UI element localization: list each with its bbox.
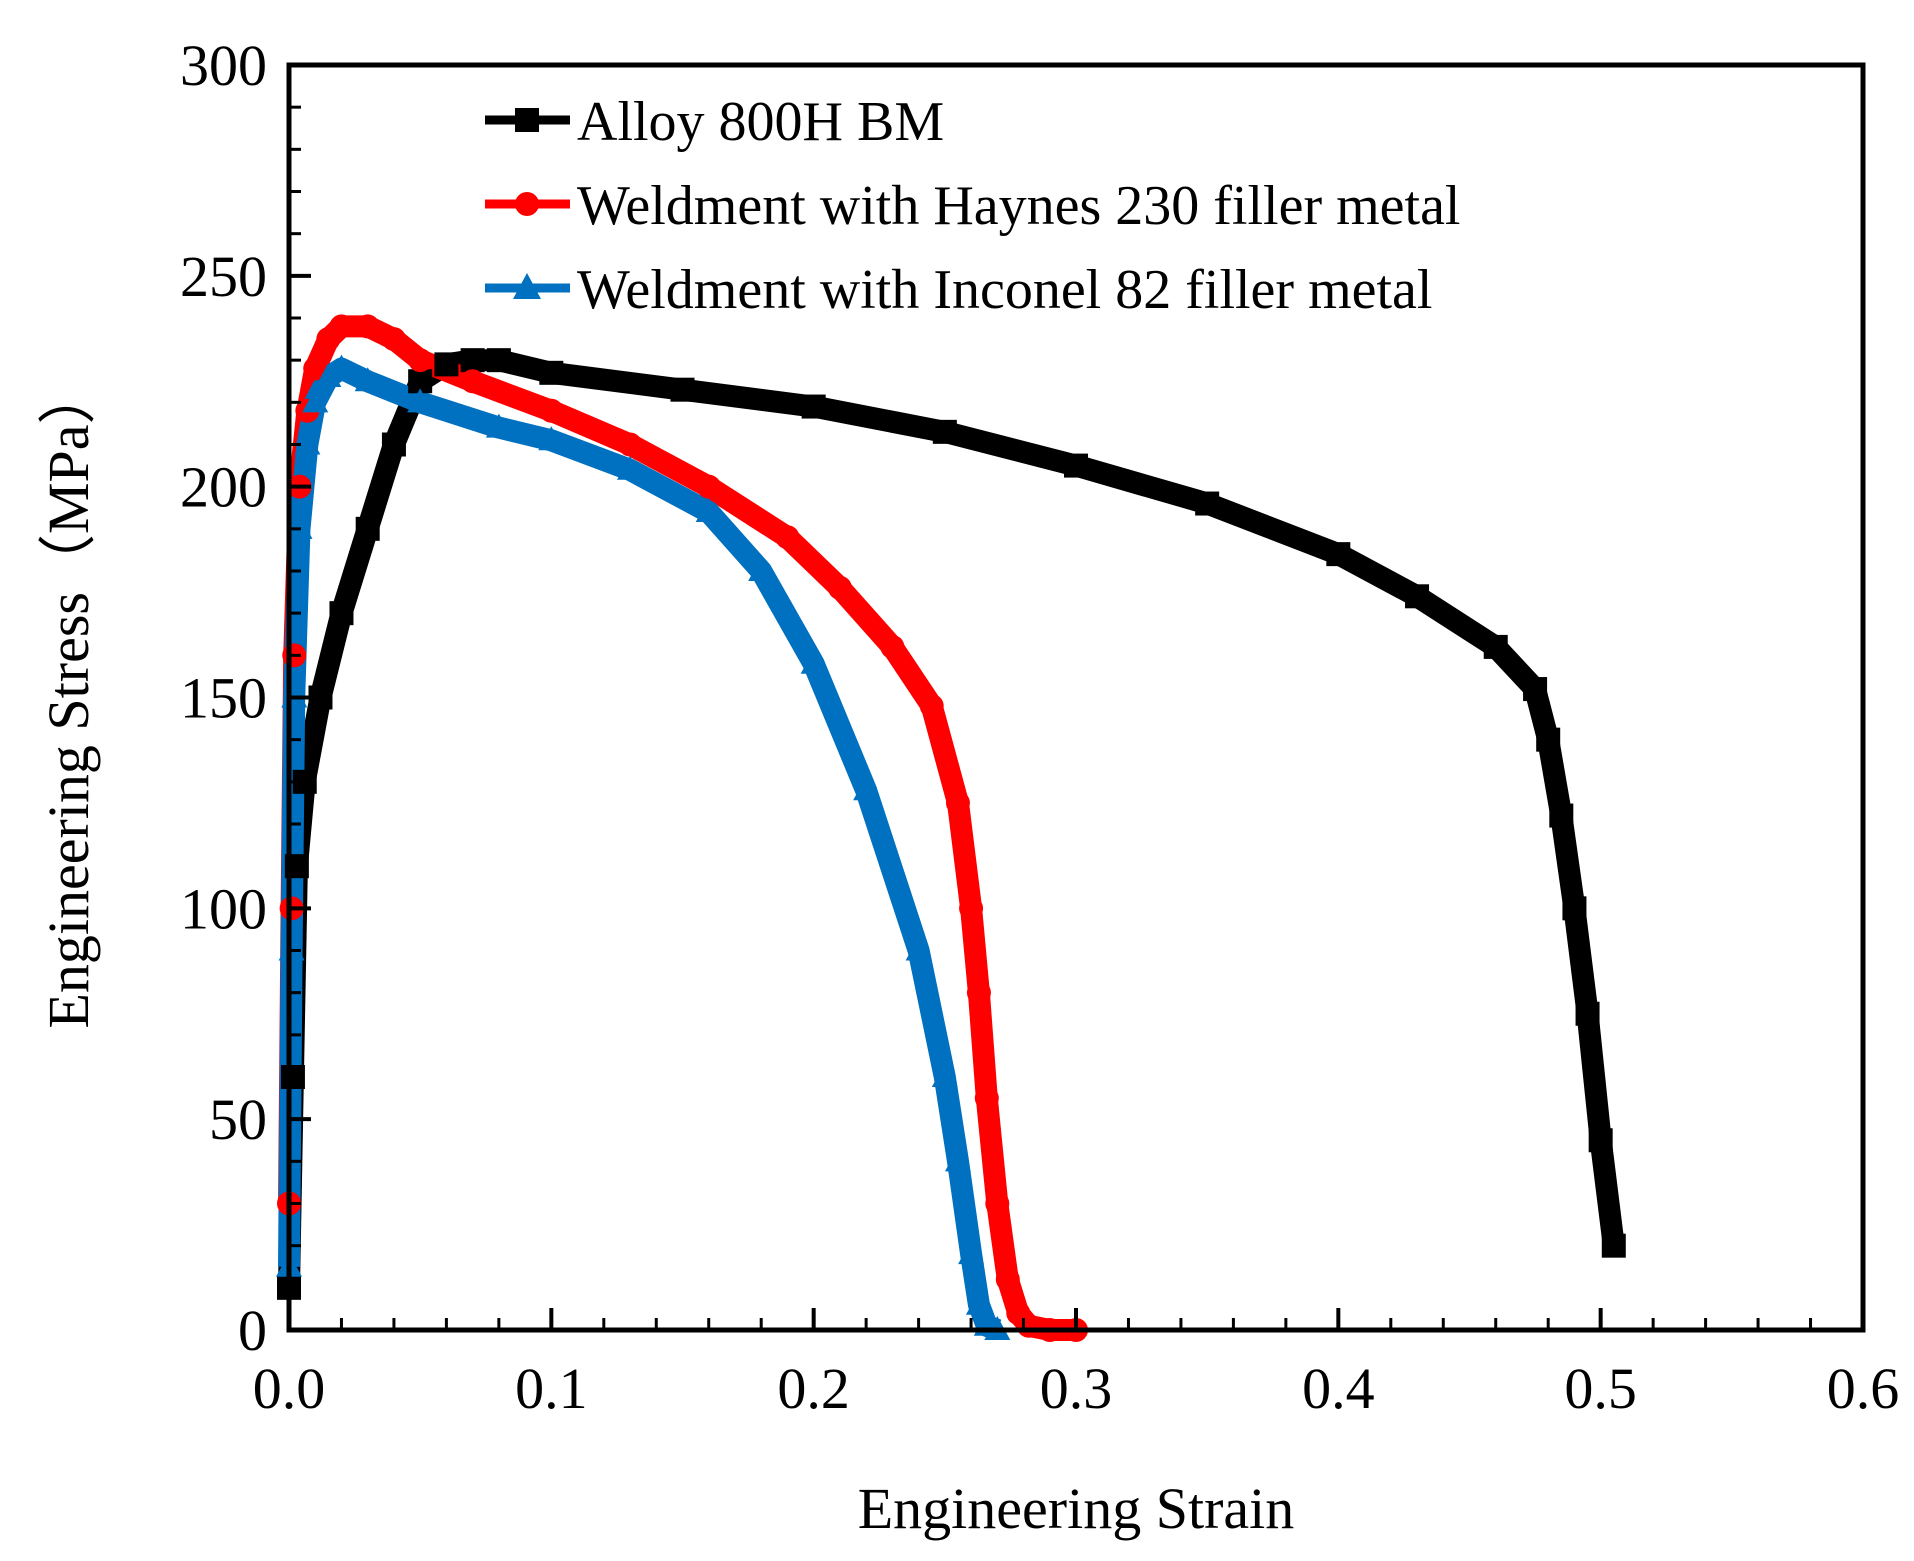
data-point	[932, 419, 957, 444]
data-point	[329, 601, 354, 626]
data-point	[880, 634, 905, 659]
data-point	[1575, 1001, 1600, 1026]
data-point	[303, 356, 328, 381]
data-point	[278, 936, 305, 961]
plot-frame	[286, 62, 1866, 1333]
data-point	[958, 1240, 985, 1265]
y-tick-label: 300	[180, 33, 267, 98]
x-axis-title: Engineering Strain	[858, 1476, 1295, 1541]
axes	[286, 62, 1866, 1333]
data-point	[995, 1267, 1020, 1292]
data-point	[670, 377, 695, 402]
y-axis-title: Engineering Stress（MPa）	[36, 366, 101, 1028]
data-point	[618, 432, 643, 457]
data-point	[329, 314, 354, 339]
y-tick-label: 200	[180, 455, 267, 520]
data-point	[919, 693, 944, 718]
data-point	[1483, 634, 1508, 659]
legend-label: Alloy 800H BM	[577, 91, 944, 153]
data-point	[748, 557, 775, 581]
data-point	[800, 649, 827, 674]
legend-label: Weldment with Haynes 230 filler metal	[577, 175, 1460, 237]
data-point	[407, 388, 434, 413]
data-point	[1601, 1233, 1626, 1258]
data-point	[308, 685, 333, 710]
x-tick-label: 0.1	[515, 1356, 588, 1421]
data-point	[1562, 896, 1587, 921]
data-point	[1588, 1128, 1613, 1153]
data-point	[286, 514, 313, 539]
series-line-3	[278, 357, 1002, 1341]
data-point	[294, 430, 321, 455]
data-point	[1549, 803, 1574, 828]
data-point	[408, 348, 433, 373]
data-point	[354, 367, 381, 392]
data-point	[965, 1290, 992, 1315]
data-point	[945, 790, 970, 815]
data-point	[617, 455, 644, 480]
data-point	[381, 432, 406, 457]
data-point	[827, 575, 852, 600]
data-point	[1536, 727, 1561, 752]
data-point	[944, 1147, 971, 1172]
x-tick-label: 0.5	[1564, 1356, 1637, 1421]
x-tick-label: 0.4	[1302, 1356, 1375, 1421]
x-tick-label: 0.2	[777, 1356, 850, 1421]
data-point	[905, 936, 932, 961]
data-point	[460, 369, 485, 394]
legend-marker-square	[515, 108, 539, 132]
data-point	[966, 980, 991, 1005]
data-point	[302, 388, 329, 413]
data-point	[355, 314, 380, 339]
series-markers	[276, 314, 1626, 1342]
data-point	[1064, 453, 1088, 478]
legend-label: Weldment with Inconel 82 filler metal	[577, 259, 1432, 321]
data-point	[485, 413, 512, 438]
series-line-1	[278, 349, 1625, 1289]
data-point	[539, 398, 564, 423]
data-point	[696, 474, 721, 499]
data-point	[974, 1086, 999, 1111]
data-point	[1326, 542, 1351, 567]
legend-marker-circle	[515, 192, 539, 216]
data-point	[1523, 677, 1548, 702]
legend: Alloy 800H BM Weldment with Haynes 230 fi…	[485, 91, 1460, 321]
data-point	[959, 896, 984, 921]
data-point	[434, 352, 459, 377]
data-point	[1405, 584, 1430, 609]
y-tick-label: 150	[180, 666, 267, 731]
data-point	[775, 525, 800, 550]
y-tick-label: 50	[209, 1087, 267, 1152]
data-point	[853, 776, 880, 801]
data-point	[538, 426, 565, 451]
data-point	[539, 360, 564, 385]
x-tick-label: 0.0	[253, 1356, 326, 1421]
y-tick-label: 0	[238, 1298, 267, 1363]
x-tick-label: 0.3	[1040, 1356, 1113, 1421]
x-tick-label: 0.6	[1827, 1356, 1900, 1421]
data-point	[985, 1191, 1010, 1216]
data-point	[931, 1063, 958, 1087]
data-point	[460, 348, 485, 373]
data-point	[1195, 491, 1220, 516]
data-point	[1016, 1313, 1041, 1338]
data-point	[695, 497, 722, 522]
data-point	[486, 348, 511, 373]
data-point	[801, 394, 826, 419]
y-tick-label: 100	[180, 876, 267, 941]
y-tick-label: 250	[180, 244, 267, 309]
data-point	[355, 516, 380, 541]
data-point	[328, 354, 355, 379]
legend-marker-triangle	[513, 273, 541, 299]
axis-tick-labels: 0.0 0.1 0.2 0.3 0.4 0.5 0.6 0 50 100 150 200 250 300	[180, 33, 1899, 1421]
data-point	[315, 363, 342, 388]
axis-ticks	[287, 63, 1865, 1332]
series-lines	[278, 315, 1625, 1341]
data-point	[381, 327, 406, 352]
